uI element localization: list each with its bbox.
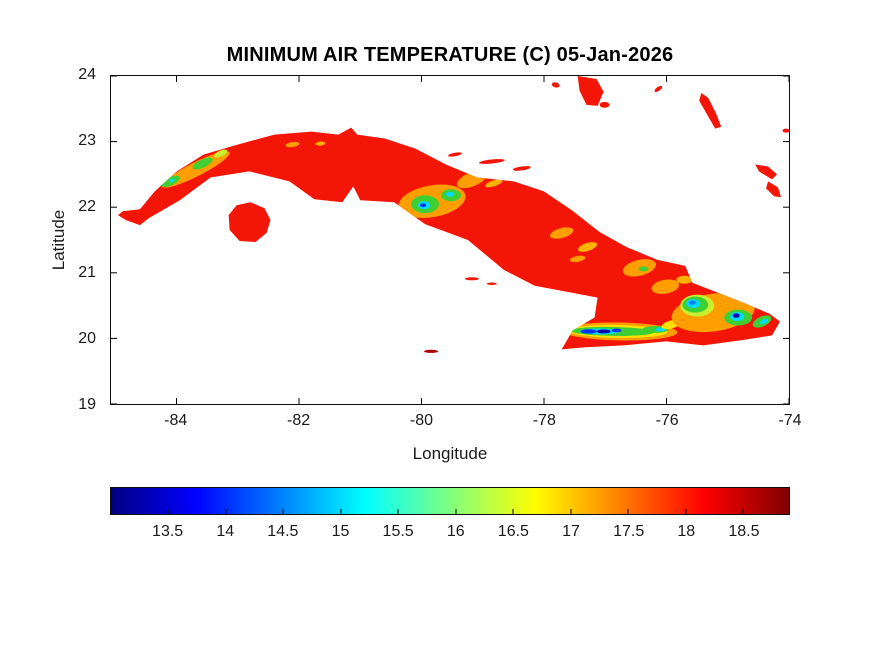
cuba-mainland bbox=[117, 127, 781, 350]
colorbar-tick-label: 16 bbox=[446, 523, 465, 540]
colorbar-tick-mark bbox=[455, 509, 457, 514]
matanzas-orange bbox=[315, 141, 326, 146]
havana-orange bbox=[285, 141, 300, 148]
nipe-orange bbox=[676, 275, 693, 284]
bahamas-island-4 bbox=[766, 181, 782, 198]
colorbar-tick-mark bbox=[167, 509, 169, 514]
pinar-cyan-dot bbox=[169, 178, 175, 183]
y-tick-labels: 24 23 22 21 20 19 bbox=[0, 66, 104, 413]
sierra-maestra-cyan-east bbox=[655, 327, 666, 332]
x-tick-label: -84 bbox=[164, 412, 188, 429]
holguin-orange-2 bbox=[651, 279, 680, 294]
chart-title: MINIMUM AIR TEMPERATURE (C) 05-Jan-2026 bbox=[226, 44, 674, 66]
colorbar-tick-label: 15.5 bbox=[382, 523, 414, 540]
colorbar-tick-mark bbox=[512, 509, 514, 514]
y-tick-label: 23 bbox=[78, 132, 96, 149]
colorbar-tick-mark bbox=[397, 509, 399, 514]
colorbar-tick-label: 14.5 bbox=[267, 523, 299, 540]
x-tick-label: -80 bbox=[409, 412, 433, 429]
x-tick-label: -76 bbox=[655, 412, 679, 429]
escambray-cyan-east bbox=[446, 191, 454, 197]
bahamas-island-1b bbox=[599, 101, 610, 108]
northern-cay-1 bbox=[448, 152, 462, 157]
y-tick-label: 22 bbox=[78, 198, 96, 215]
x-tick-labels: -84 -82 -80 -78 -76 -74 bbox=[110, 412, 801, 434]
central-orange bbox=[485, 179, 503, 188]
holguin-green bbox=[638, 266, 649, 272]
y-tick-label: 20 bbox=[78, 330, 96, 347]
bahamas-speck-1 bbox=[551, 82, 560, 88]
y-tick-label: 19 bbox=[78, 396, 96, 413]
colorbar-tick-mark bbox=[742, 509, 744, 514]
baracoa-blue-1 bbox=[688, 300, 696, 305]
sierra-maestra-darkblue bbox=[596, 329, 611, 334]
camaguey-orange-1 bbox=[550, 227, 574, 239]
axis-tick-marks bbox=[111, 76, 789, 404]
baracoa-cyan-3 bbox=[759, 318, 769, 325]
land-layer bbox=[117, 76, 789, 353]
bahamas-island-2 bbox=[699, 92, 722, 129]
colorbar-tick-label: 18.5 bbox=[728, 523, 760, 540]
isla-de-la-juventud bbox=[228, 202, 271, 242]
colorbar-tick-label: 17 bbox=[562, 523, 580, 540]
cayman-brac bbox=[424, 349, 439, 353]
x-tick-label: -82 bbox=[287, 412, 311, 429]
escambray-blue bbox=[420, 203, 427, 208]
camaguey-orange-3 bbox=[569, 255, 586, 263]
colorbar-tick-label: 18 bbox=[677, 523, 696, 540]
colorbar-tick-label: 14 bbox=[216, 523, 235, 540]
sierra-maestra-blue-2 bbox=[611, 328, 622, 333]
x-axis-label: Longitude bbox=[412, 444, 488, 463]
colorbar-tick-mark bbox=[340, 509, 342, 514]
bahamas-speck-2 bbox=[654, 85, 663, 92]
baracoa-darkblue-2 bbox=[732, 313, 740, 318]
sierra-maestra-blue-1 bbox=[580, 329, 597, 334]
bahamas-edge-speck bbox=[782, 128, 789, 133]
camaguey-orange-2 bbox=[578, 242, 598, 252]
x-tick-label: -78 bbox=[532, 412, 556, 429]
colorbar bbox=[110, 487, 790, 515]
pinar-yellowgreen bbox=[214, 149, 228, 158]
colorbar-tick-label: 17.5 bbox=[613, 523, 645, 540]
plot-area bbox=[110, 75, 790, 405]
colorbar-tick-label: 13.5 bbox=[152, 523, 184, 540]
colorbar-tick-mark bbox=[627, 509, 629, 514]
cuba-temperature-map bbox=[111, 76, 789, 404]
colorbar-tick-mark bbox=[570, 509, 572, 514]
temperature-overlay-layer bbox=[161, 141, 772, 341]
y-tick-label: 21 bbox=[78, 264, 96, 281]
northern-cay-3 bbox=[512, 166, 531, 171]
colorbar-tick-label: 16.5 bbox=[497, 523, 529, 540]
bahamas-island-3 bbox=[755, 164, 778, 180]
bahamas-island-1 bbox=[577, 76, 604, 106]
x-tick-label: -74 bbox=[778, 412, 802, 429]
northern-cay-2 bbox=[478, 159, 505, 164]
colorbar-tick-mark bbox=[225, 509, 227, 514]
y-tick-label: 24 bbox=[78, 66, 96, 83]
colorbar-tick-mark bbox=[685, 509, 687, 514]
southern-cay-1 bbox=[464, 277, 479, 281]
colorbar-tick-labels: 13.5 14 14.5 15 15.5 16 16.5 17 17.5 18 18.5 bbox=[110, 523, 790, 545]
pinar-green-2 bbox=[192, 157, 213, 170]
colorbar-tick-mark bbox=[282, 509, 284, 514]
colorbar-tick-label: 15 bbox=[331, 523, 350, 540]
southern-cay-2 bbox=[486, 282, 497, 286]
